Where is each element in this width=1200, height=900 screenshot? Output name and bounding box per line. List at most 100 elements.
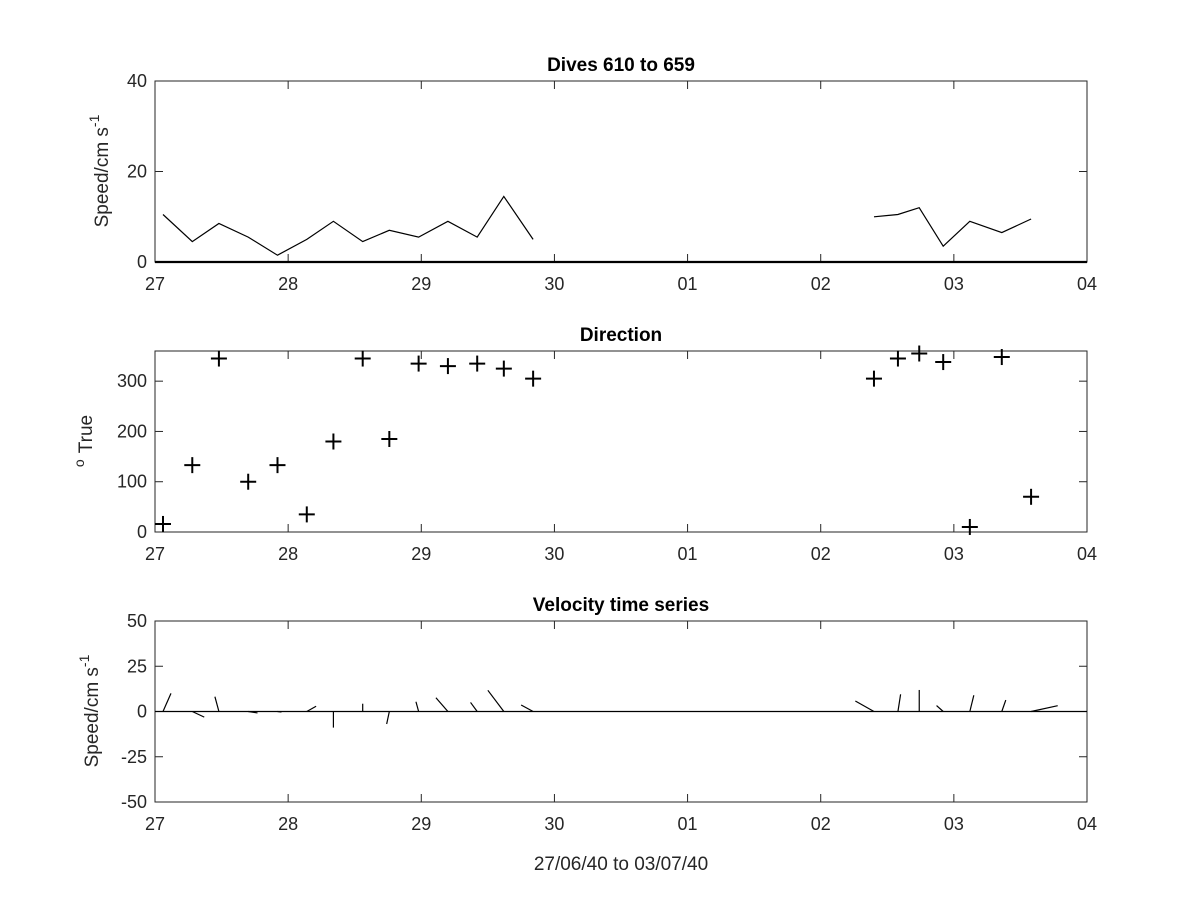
- direction-point: [354, 350, 371, 367]
- speed-axes-box: [154, 80, 1088, 263]
- direction-point: [381, 430, 398, 447]
- direction-point: [269, 457, 286, 474]
- direction-point: [154, 515, 171, 532]
- x-axis-label: 27/06/40 to 03/07/40: [534, 854, 708, 875]
- speed-y-label-exponent: -1: [86, 114, 102, 127]
- velocity-stick: [897, 694, 902, 712]
- velocity-x-tick-label: 28: [278, 814, 298, 834]
- speed-y-label-text: Speed/cm s: [92, 127, 113, 227]
- direction-x-tick-label: 02: [811, 544, 831, 564]
- speed-x-tick-label: 29: [411, 274, 431, 294]
- speed-x-tick-label: 03: [944, 274, 964, 294]
- velocity-x-tick-label: 27: [145, 814, 165, 834]
- speed-y-tick-label: 40: [127, 71, 147, 91]
- velocity-stick: [936, 705, 944, 712]
- velocity-y-label-text: Speed/cm s: [82, 667, 103, 767]
- speed-series: [155, 195, 1087, 264]
- direction-y-label-text: True: [76, 415, 97, 453]
- velocity-y-tick-label: 0: [137, 702, 147, 722]
- velocity-chart-title: Velocity time series: [533, 595, 709, 616]
- direction-y-ticks: 0 100 200 300: [117, 371, 1087, 542]
- speed-line-segment: [162, 195, 534, 256]
- velocity-x-tick-label: 30: [544, 814, 564, 834]
- velocity-y-ticks: -50 -25 0 25 50: [121, 611, 1087, 812]
- velocity-x-tick-label: 03: [944, 814, 964, 834]
- velocity-x-ticks: 27 28 29 30 01 02 03 04: [145, 621, 1097, 834]
- direction-x-tick-label: 01: [678, 544, 698, 564]
- direction-point: [210, 350, 227, 367]
- direction-point: [889, 350, 906, 367]
- velocity-x-tick-label: 04: [1077, 814, 1097, 834]
- direction-y-tick-label: 300: [117, 371, 147, 391]
- direction-point: [993, 349, 1010, 366]
- velocity-y-tick-label: 25: [127, 656, 147, 676]
- velocity-panel: Velocity time series -50 -25 0 25 50 27 28 29 3…: [76, 595, 1097, 834]
- velocity-stick: [487, 689, 505, 712]
- velocity-series: [155, 689, 1087, 728]
- velocity-x-tick-label: 29: [411, 814, 431, 834]
- speed-x-tick-label: 02: [811, 274, 831, 294]
- direction-point: [525, 370, 542, 387]
- speed-x-tick-label: 01: [678, 274, 698, 294]
- direction-series: [154, 345, 1040, 535]
- direction-x-tick-label: 28: [278, 544, 298, 564]
- speed-x-tick-label: 04: [1077, 274, 1097, 294]
- velocity-stick: [277, 710, 282, 713]
- direction-x-tick-label: 04: [1077, 544, 1097, 564]
- velocity-y-label-exponent: -1: [76, 654, 92, 667]
- velocity-stick: [306, 705, 317, 713]
- velocity-stick: [470, 702, 478, 712]
- speed-y-ticks: 0 20 40: [127, 71, 1087, 272]
- speed-x-tick-label: 30: [544, 274, 564, 294]
- velocity-stick: [520, 704, 534, 713]
- speed-y-tick-label: 0: [137, 252, 147, 272]
- direction-point: [439, 358, 456, 375]
- direction-point: [298, 506, 315, 523]
- direction-point: [495, 360, 512, 377]
- direction-x-tick-label: 30: [544, 544, 564, 564]
- direction-point: [961, 518, 978, 535]
- direction-x-tick-label: 29: [411, 544, 431, 564]
- speed-line-segment: [873, 206, 1032, 248]
- direction-point: [410, 355, 427, 372]
- direction-point: [184, 457, 201, 474]
- speed-x-tick-label: 27: [145, 274, 165, 294]
- direction-y-tick-label: 100: [117, 472, 147, 492]
- direction-point: [865, 370, 882, 387]
- direction-x-tick-label: 03: [944, 544, 964, 564]
- speed-y-tick-label: 20: [127, 162, 147, 182]
- direction-point: [325, 433, 342, 450]
- direction-point: [469, 355, 486, 372]
- velocity-stick: [386, 711, 390, 725]
- velocity-stick: [248, 710, 258, 714]
- velocity-y-tick-label: -50: [121, 792, 147, 812]
- direction-point: [935, 354, 952, 371]
- direction-x-tick-label: 27: [145, 544, 165, 564]
- velocity-x-tick-label: 02: [811, 814, 831, 834]
- direction-panel: Direction 0 100 200 300 27 28 29 30 01 02 03 04 oT…: [71, 325, 1097, 564]
- direction-x-ticks: 27 28 29 30 01 02 03 04: [145, 351, 1097, 564]
- direction-y-tick-label: 200: [117, 421, 147, 441]
- velocity-y-label: Speed/cm s-1: [76, 654, 103, 767]
- direction-y-tick-label: 0: [137, 522, 147, 542]
- velocity-stick: [162, 693, 172, 712]
- velocity-stick: [1030, 705, 1058, 713]
- direction-point: [1023, 488, 1040, 505]
- direction-axes-box: [154, 350, 1088, 533]
- velocity-y-tick-label: -25: [121, 747, 147, 767]
- velocity-stick: [969, 695, 975, 712]
- direction-y-label: o True: [71, 415, 97, 467]
- direction-point: [911, 345, 928, 362]
- direction-point: [240, 473, 257, 490]
- velocity-stick: [855, 700, 875, 713]
- direction-y-label-degree: o: [71, 459, 87, 467]
- velocity-x-tick-label: 01: [678, 814, 698, 834]
- speed-y-label: Speed/cm s-1: [86, 114, 113, 227]
- speed-chart-title: Dives 610 to 659: [547, 55, 695, 76]
- velocity-stick: [415, 701, 420, 712]
- velocity-stick: [1001, 699, 1007, 712]
- speed-x-tick-label: 28: [278, 274, 298, 294]
- velocity-stick: [435, 697, 449, 712]
